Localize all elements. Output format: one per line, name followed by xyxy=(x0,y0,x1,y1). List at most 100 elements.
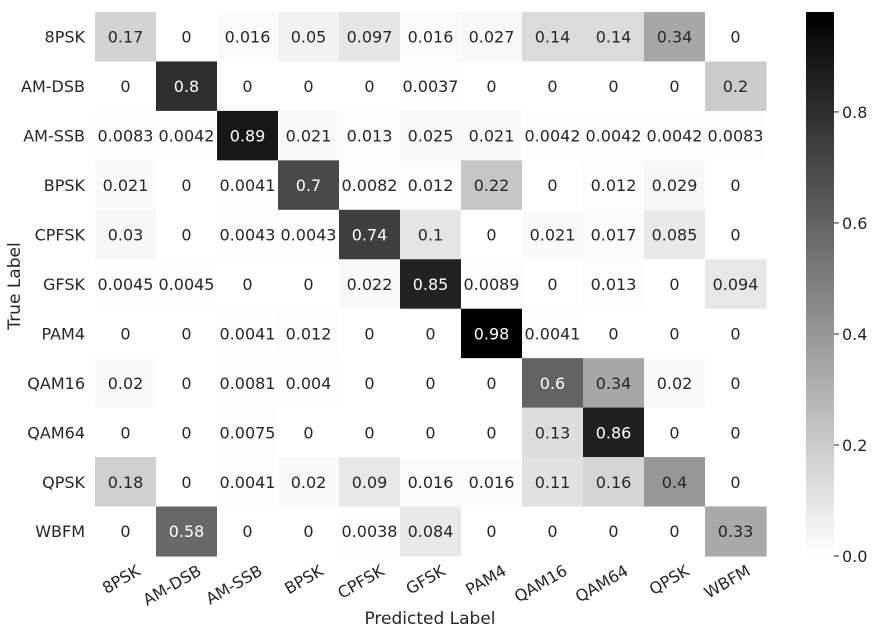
cell-value-label: 0 xyxy=(608,77,618,96)
y-tick-label: CPFSK xyxy=(35,226,86,245)
cell-value-label: 0.22 xyxy=(474,176,510,195)
heatmap-cell xyxy=(522,506,584,557)
cell-value-label: 0.02 xyxy=(657,374,693,393)
heatmap-cell xyxy=(644,506,706,557)
cell-value-label: 0.017 xyxy=(591,226,637,245)
cell-value-label: 0.8 xyxy=(174,77,199,96)
heatmap-cell xyxy=(461,110,523,161)
heatmap-cell xyxy=(400,209,462,260)
cell-value-label: 0 xyxy=(303,77,313,96)
heatmap-cell xyxy=(583,110,645,161)
x-tick-label: QAM64 xyxy=(572,561,631,606)
cell-value-label: 0 xyxy=(181,374,191,393)
cell-value-label: 0.027 xyxy=(469,28,515,47)
cell-value-label: 0.012 xyxy=(408,176,454,195)
heatmap-cell xyxy=(339,358,401,409)
heatmap-cell xyxy=(339,160,401,211)
cell-value-label: 0.084 xyxy=(408,522,454,541)
heatmap-cell xyxy=(522,407,584,458)
cell-value-label: 0.34 xyxy=(657,28,693,47)
heatmap-cell xyxy=(156,457,218,508)
cell-value-label: 0.022 xyxy=(347,275,393,294)
x-tick-label: GFSK xyxy=(403,561,449,599)
heatmap-cell xyxy=(461,358,523,409)
heatmap-cell xyxy=(705,407,767,458)
cell-value-label: 0.98 xyxy=(474,324,510,343)
cell-value-label: 0 xyxy=(547,522,557,541)
heatmap-cell xyxy=(400,259,462,310)
heatmap-cell xyxy=(400,308,462,359)
heatmap-cell xyxy=(95,160,157,211)
heatmap-cell xyxy=(217,110,279,161)
cell-value-label: 0.0042 xyxy=(525,127,581,146)
cell-value-label: 0 xyxy=(669,77,679,96)
cell-value-label: 0.021 xyxy=(469,127,515,146)
cell-value-label: 0 xyxy=(730,28,740,47)
y-tick-label: AM-DSB xyxy=(21,77,85,96)
cell-value-label: 0 xyxy=(364,374,374,393)
heatmap-cell xyxy=(705,506,767,557)
cell-value-label: 0 xyxy=(120,324,130,343)
cell-value-label: 0.097 xyxy=(347,28,393,47)
cell-value-label: 0.025 xyxy=(408,127,454,146)
cell-value-label: 0.021 xyxy=(103,176,149,195)
heatmap-cell xyxy=(461,457,523,508)
heatmap-cell xyxy=(461,160,523,211)
y-tick-label: QAM64 xyxy=(27,423,85,442)
cell-value-label: 0.0041 xyxy=(220,176,276,195)
x-tick-label: CPFSK xyxy=(334,561,388,603)
cell-value-label: 0.58 xyxy=(169,522,205,541)
heatmap-cell xyxy=(339,61,401,112)
cell-value-label: 0 xyxy=(486,226,496,245)
cell-value-label: 0 xyxy=(547,77,557,96)
heatmap-cell xyxy=(95,209,157,260)
heatmap-cell xyxy=(522,61,584,112)
colorbar-tick-label: 0.8 xyxy=(842,103,867,122)
heatmap-cell xyxy=(278,110,340,161)
heatmap-cell xyxy=(217,12,279,63)
heatmap-cell xyxy=(522,358,584,409)
cell-value-label: 0.0083 xyxy=(98,127,154,146)
heatmap-cell xyxy=(644,358,706,409)
cell-value-label: 0 xyxy=(669,324,679,343)
heatmap-cell xyxy=(461,407,523,458)
heatmap-cell xyxy=(644,61,706,112)
cell-value-label: 0 xyxy=(730,423,740,442)
cell-value-label: 0 xyxy=(547,275,557,294)
cell-value-label: 0 xyxy=(120,77,130,96)
heatmap-cell xyxy=(339,308,401,359)
cell-value-label: 0.0083 xyxy=(708,127,764,146)
cell-value-label: 0.14 xyxy=(596,28,632,47)
heatmap-cell xyxy=(339,12,401,63)
heatmap-cell xyxy=(705,308,767,359)
heatmap-cell xyxy=(644,457,706,508)
heatmap-cell xyxy=(583,506,645,557)
cell-value-label: 0 xyxy=(364,324,374,343)
heatmap-cell xyxy=(522,110,584,161)
cell-value-label: 0 xyxy=(486,423,496,442)
x-tick-label: QAM16 xyxy=(511,561,570,606)
y-tick-label: QAM16 xyxy=(27,374,85,393)
heatmap-cells xyxy=(95,12,767,557)
heatmap-cell xyxy=(644,160,706,211)
colorbar-ticks: 0.0 0.2 0.4 0.6 0.8 xyxy=(834,103,867,566)
heatmap-cell xyxy=(705,110,767,161)
heatmap-cell xyxy=(522,12,584,63)
y-tick-label: BPSK xyxy=(44,176,86,195)
cell-value-label: 0.0037 xyxy=(403,77,459,96)
y-axis-label: True Label xyxy=(5,242,25,330)
cell-value-label: 0.4 xyxy=(662,473,687,492)
heatmap-cell xyxy=(339,457,401,508)
heatmap-cell xyxy=(278,61,340,112)
cell-value-label: 0.0038 xyxy=(342,522,398,541)
heatmap-cell xyxy=(583,259,645,310)
heatmap-cell xyxy=(217,61,279,112)
heatmap-cell xyxy=(705,61,767,112)
heatmap-cell xyxy=(644,110,706,161)
y-tick-label: QPSK xyxy=(42,473,85,492)
cell-value-label: 0.0042 xyxy=(647,127,703,146)
heatmap-cell xyxy=(278,308,340,359)
heatmap-cell xyxy=(644,12,706,63)
cell-value-label: 0.0042 xyxy=(159,127,215,146)
